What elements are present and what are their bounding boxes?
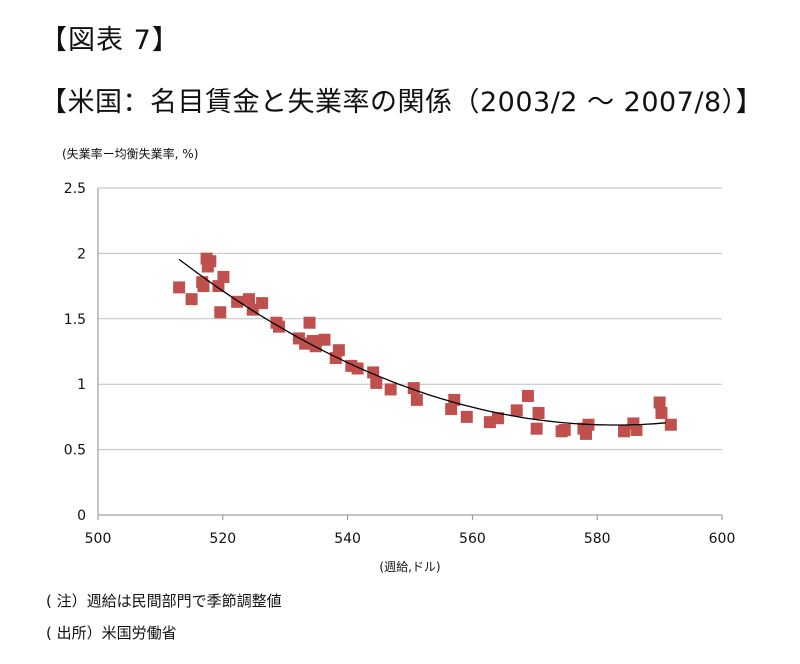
data-point bbox=[655, 406, 668, 419]
trendline bbox=[178, 258, 666, 426]
data-point bbox=[460, 410, 473, 423]
data-point bbox=[212, 280, 225, 293]
note-footnote: ( 注）週給は民間部門で季節調整値 bbox=[46, 592, 282, 610]
tick-labels: 0 0.5 1 1.5 2 2.5 500 520 540 560 580 600 bbox=[64, 181, 736, 547]
trendline-curve bbox=[178, 258, 666, 426]
figure-title: 【米国：名目賃金と失業率の関係（2003/2 〜 2007/8）】 bbox=[40, 87, 764, 118]
note-source: ( 出所）米国労働省 bbox=[46, 624, 177, 642]
x-tick-label: 540 bbox=[334, 531, 361, 547]
x-tick-label: 560 bbox=[459, 531, 486, 547]
data-point bbox=[618, 425, 631, 438]
y-tick-label: 0 bbox=[77, 508, 86, 524]
data-point bbox=[332, 344, 345, 357]
data-point bbox=[185, 293, 198, 306]
y-tick-label: 2 bbox=[77, 246, 86, 262]
data-point bbox=[370, 376, 383, 389]
y-tick-label: 1 bbox=[77, 377, 86, 393]
data-points bbox=[173, 252, 677, 440]
axes bbox=[97, 188, 723, 520]
x-tick-label: 600 bbox=[709, 531, 736, 547]
x-tick-label: 500 bbox=[85, 531, 112, 547]
data-point bbox=[521, 389, 534, 402]
data-point bbox=[532, 406, 545, 419]
data-point bbox=[558, 423, 571, 436]
data-point bbox=[173, 281, 186, 294]
data-point bbox=[530, 422, 543, 435]
data-point bbox=[197, 280, 210, 293]
data-point bbox=[256, 297, 269, 310]
y-tick-label: 0.5 bbox=[64, 443, 86, 459]
data-point bbox=[243, 293, 256, 306]
data-point bbox=[653, 396, 666, 409]
x-tick-label: 520 bbox=[209, 531, 236, 547]
data-point bbox=[217, 270, 230, 283]
data-point bbox=[318, 333, 331, 346]
x-axis-label: (週給,ドル) bbox=[379, 560, 440, 574]
figure-label: 【図表 7】 bbox=[40, 25, 180, 56]
data-point bbox=[204, 255, 217, 268]
data-point bbox=[303, 316, 316, 329]
grid-lines bbox=[98, 187, 722, 451]
x-tick-label: 580 bbox=[584, 531, 611, 547]
y-axis-label: (失業率ー均衡失業率, %) bbox=[62, 146, 198, 161]
data-point bbox=[630, 423, 643, 436]
data-point bbox=[445, 403, 458, 416]
y-tick-label: 1.5 bbox=[64, 312, 86, 328]
data-point bbox=[664, 418, 677, 431]
data-point bbox=[384, 383, 397, 396]
data-point bbox=[491, 412, 504, 425]
data-point bbox=[579, 427, 592, 440]
y-tick-label: 2.5 bbox=[64, 181, 86, 197]
data-point bbox=[410, 393, 423, 406]
data-point bbox=[214, 306, 227, 319]
data-point bbox=[510, 404, 523, 417]
